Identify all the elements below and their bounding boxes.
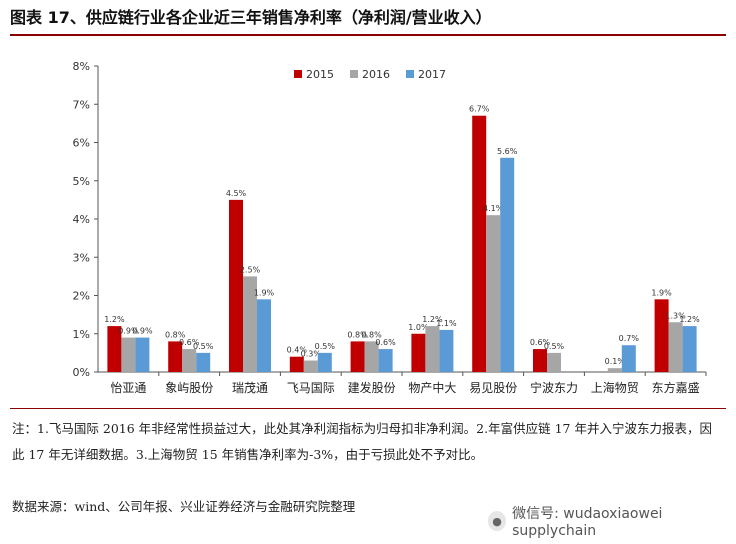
bar: [196, 352, 211, 372]
legend-label: 2015: [306, 68, 334, 81]
bar: [607, 368, 622, 372]
x-tick-label: 物产中大: [408, 380, 456, 395]
bar: [682, 326, 697, 372]
data-label: 0.5%: [315, 342, 336, 351]
data-label: 1.9%: [651, 288, 672, 297]
data-label: 0.8%: [347, 330, 368, 339]
x-tick-label: 东方嘉盛: [652, 380, 700, 395]
data-label: 5.6%: [497, 147, 518, 156]
data-label: 0.8%: [165, 330, 186, 339]
data-label: 0.9%: [132, 327, 153, 336]
bar: [547, 352, 561, 372]
data-label: 4.1%: [483, 204, 504, 213]
y-tick-label: 6%: [73, 137, 90, 150]
x-tick-label: 飞马国际: [287, 381, 335, 395]
bar: [350, 341, 365, 372]
data-label: 0.7%: [619, 334, 640, 343]
bar: [182, 349, 197, 372]
data-label: 1.0%: [408, 323, 429, 332]
bar: [500, 157, 515, 372]
bar: [439, 329, 454, 372]
bar: [425, 326, 440, 372]
bar: [289, 356, 304, 372]
data-label: 0.9%: [118, 327, 139, 336]
data-label: 1.1%: [436, 319, 457, 328]
bar: [486, 215, 501, 372]
bar: [303, 360, 318, 372]
bar: [533, 349, 547, 372]
data-source: 数据来源：wind、公司年报、兴业证券经济与金融研究院整理: [12, 499, 356, 514]
bar: [107, 326, 122, 372]
data-label: 1.2%: [104, 315, 125, 324]
bar: [317, 352, 332, 372]
wechat-icon: ●: [488, 511, 507, 531]
y-tick-label: 4%: [73, 213, 90, 226]
bar: [364, 341, 379, 372]
data-label: 2.5%: [240, 265, 261, 274]
y-tick-label: 3%: [73, 251, 90, 264]
watermark-text: 微信号: wudaoxiaowei supplychain: [512, 506, 663, 539]
y-tick-label: 5%: [73, 175, 90, 188]
data-label: 1.2%: [679, 315, 700, 324]
bar: [168, 341, 183, 372]
data-label: 1.9%: [254, 288, 275, 297]
x-tick-label: 建发股份: [348, 380, 396, 395]
legend-swatch: [294, 70, 302, 78]
bar-chart: 0%1%2%3%4%5%6%7%8%1.2%0.9%0.9%怡亚通0.8%0.6…: [73, 60, 707, 395]
bar: [257, 299, 271, 372]
wechat-watermark: ● 微信号: wudaoxiaowei supplychain: [488, 506, 728, 539]
data-label: 0.6%: [530, 338, 551, 347]
chart-title: 图表 17、供应链行业各企业近三年销售净利率（净利润/营业收入）: [10, 8, 492, 27]
bar: [668, 322, 683, 372]
bar: [121, 337, 136, 372]
data-label: 0.5%: [544, 342, 565, 351]
y-tick-label: 0%: [73, 366, 90, 379]
data-label: 6.7%: [469, 105, 490, 114]
x-tick-label: 宁波东力: [530, 380, 578, 395]
data-label: 0.8%: [361, 330, 382, 339]
data-label: 0.6%: [179, 338, 200, 347]
legend-label: 2017: [418, 68, 446, 81]
bar: [621, 345, 636, 372]
bar: [135, 337, 150, 372]
title-divider: [10, 34, 726, 36]
x-tick-label: 易见股份: [469, 381, 517, 395]
data-label: 0.5%: [193, 342, 214, 351]
y-tick-label: 2%: [73, 290, 90, 303]
y-tick-label: 7%: [73, 98, 90, 111]
data-label: 0.4%: [287, 346, 308, 355]
data-label: 1.3%: [665, 311, 686, 320]
notes-divider: [10, 408, 726, 409]
legend-label: 2016: [362, 68, 390, 81]
data-label: 0.3%: [301, 350, 322, 359]
bar: [229, 199, 243, 372]
x-tick-label: 瑞茂通: [232, 381, 268, 395]
y-tick-label: 1%: [73, 328, 90, 341]
footnote: 注：1.飞马国际 2016 年非经常性损益过大，此处其净利润指标为归母扣非净利润…: [12, 421, 712, 462]
bar: [243, 276, 257, 372]
bar: [378, 349, 393, 372]
x-tick-label: 象屿股份: [165, 381, 213, 395]
data-label: 0.6%: [375, 338, 396, 347]
legend-swatch: [350, 70, 358, 78]
data-label: 0.1%: [605, 357, 626, 366]
bar: [472, 115, 487, 372]
data-label: 1.2%: [422, 315, 443, 324]
x-tick-label: 怡亚通: [110, 381, 146, 395]
bar: [411, 333, 426, 372]
data-label: 4.5%: [226, 189, 247, 198]
x-tick-label: 上海物贸: [591, 380, 639, 395]
bar: [654, 299, 669, 372]
legend-swatch: [406, 70, 414, 78]
y-tick-label: 8%: [73, 60, 90, 73]
